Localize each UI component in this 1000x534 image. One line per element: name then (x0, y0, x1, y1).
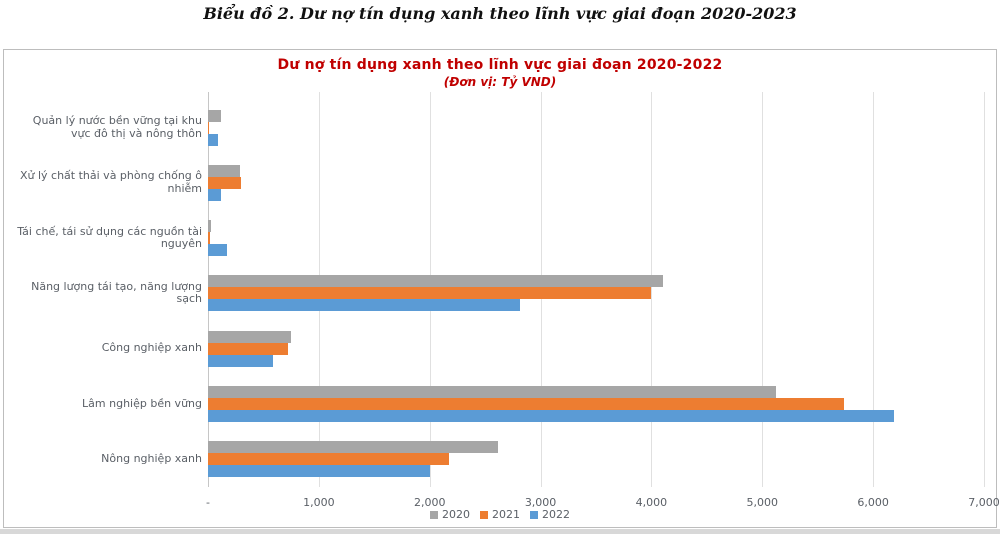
bar-group (208, 321, 984, 376)
bar-2020 (208, 220, 212, 233)
gridline (762, 92, 764, 487)
bar-2022 (208, 299, 520, 312)
bar-rows (208, 100, 984, 487)
legend-item-2021: 2021 (480, 508, 520, 521)
chart-subtitle: (Đơn vị: Tỷ VND) (443, 75, 557, 89)
bar-group (208, 211, 984, 266)
gridline (984, 92, 985, 487)
bar-2021 (208, 287, 652, 300)
chart-panel: Dư nợ tín dụng xanh theo lĩnh vực giai đ… (3, 49, 1000, 528)
legend-item-2020: 2020 (430, 508, 470, 521)
legend-swatch-icon (480, 510, 488, 519)
category-label: Lâm nghiệp bền vững (82, 396, 202, 410)
bar-2020 (208, 164, 241, 177)
x-tick-label: 5,000 (746, 496, 779, 509)
gridline (651, 92, 653, 487)
category-label: Tái chế, tái sử dụng các nguồn tài nguyê… (17, 224, 202, 251)
x-tick-label: 4,000 (635, 496, 668, 509)
gridline (873, 92, 875, 487)
legend: 2020 2021 2022 (4, 508, 996, 521)
legend-item-2022: 2022 (530, 508, 570, 521)
bar-2022 (208, 465, 430, 478)
category-label: Quản lý nước bền vững tại khu vực đô thị… (32, 114, 202, 140)
legend-swatch-icon (530, 510, 538, 519)
category-axis: Quản lý nước bền vững tại khu vực đô thị… (4, 100, 202, 487)
bar-2021 (208, 398, 845, 411)
bar-2022 (208, 354, 274, 367)
category-label: Công nghiệp xanh (101, 341, 202, 355)
x-tick-label: 2,000 (413, 496, 446, 509)
x-tick-label: 7,000 (968, 496, 1000, 509)
bar-2022 (208, 244, 227, 257)
bar-2020 (208, 275, 663, 288)
bar-group (208, 100, 984, 155)
x-axis: - 1,000 2,000 3,000 4,000 5,000 6,000 7,000 (206, 496, 1000, 510)
bar-group (208, 376, 984, 431)
bar-2021 (208, 232, 211, 245)
bar-2020 (208, 109, 222, 122)
bar-2020 (208, 386, 776, 399)
bar-group (208, 432, 984, 487)
bar-2021 (208, 453, 450, 466)
bar-2021 (208, 342, 289, 355)
bar-2022 (208, 133, 218, 146)
x-tick-label: 6,000 (857, 496, 889, 509)
bottom-strip (0, 529, 1000, 534)
chart-title: Dư nợ tín dụng xanh theo lĩnh vực giai đ… (277, 57, 723, 73)
page-title: Biểu đồ 2. Dư nợ tín dụng xanh theo lĩnh… (203, 4, 797, 23)
x-tick-label: - (206, 496, 210, 509)
legend-label: 2020 (442, 508, 470, 521)
bar-2022 (208, 188, 221, 201)
plot-wrap: Quản lý nước bền vững tại khu vực đô thị… (4, 92, 1000, 510)
category-label: Nông nghiệp xanh (101, 452, 202, 465)
bar-2020 (208, 330, 292, 343)
x-tick-label: 1,000 (303, 496, 335, 509)
bar-group (208, 155, 984, 210)
plot-area (208, 92, 985, 487)
legend-label: 2021 (492, 508, 520, 521)
bar-2022 (208, 410, 895, 423)
category-label: Năng lượng tái tạo, năng lượng sạch (31, 279, 202, 306)
bar-2020 (208, 441, 498, 454)
legend-label: 2022 (542, 508, 570, 521)
legend-swatch-icon (430, 510, 438, 519)
bar-group (208, 266, 984, 321)
category-label: Xử lý chất thải và phòng chống ô nhiễm (19, 169, 202, 195)
x-tick-label: 3,000 (524, 496, 557, 509)
bar-2021 (208, 176, 242, 189)
bar-2021 (208, 121, 210, 134)
